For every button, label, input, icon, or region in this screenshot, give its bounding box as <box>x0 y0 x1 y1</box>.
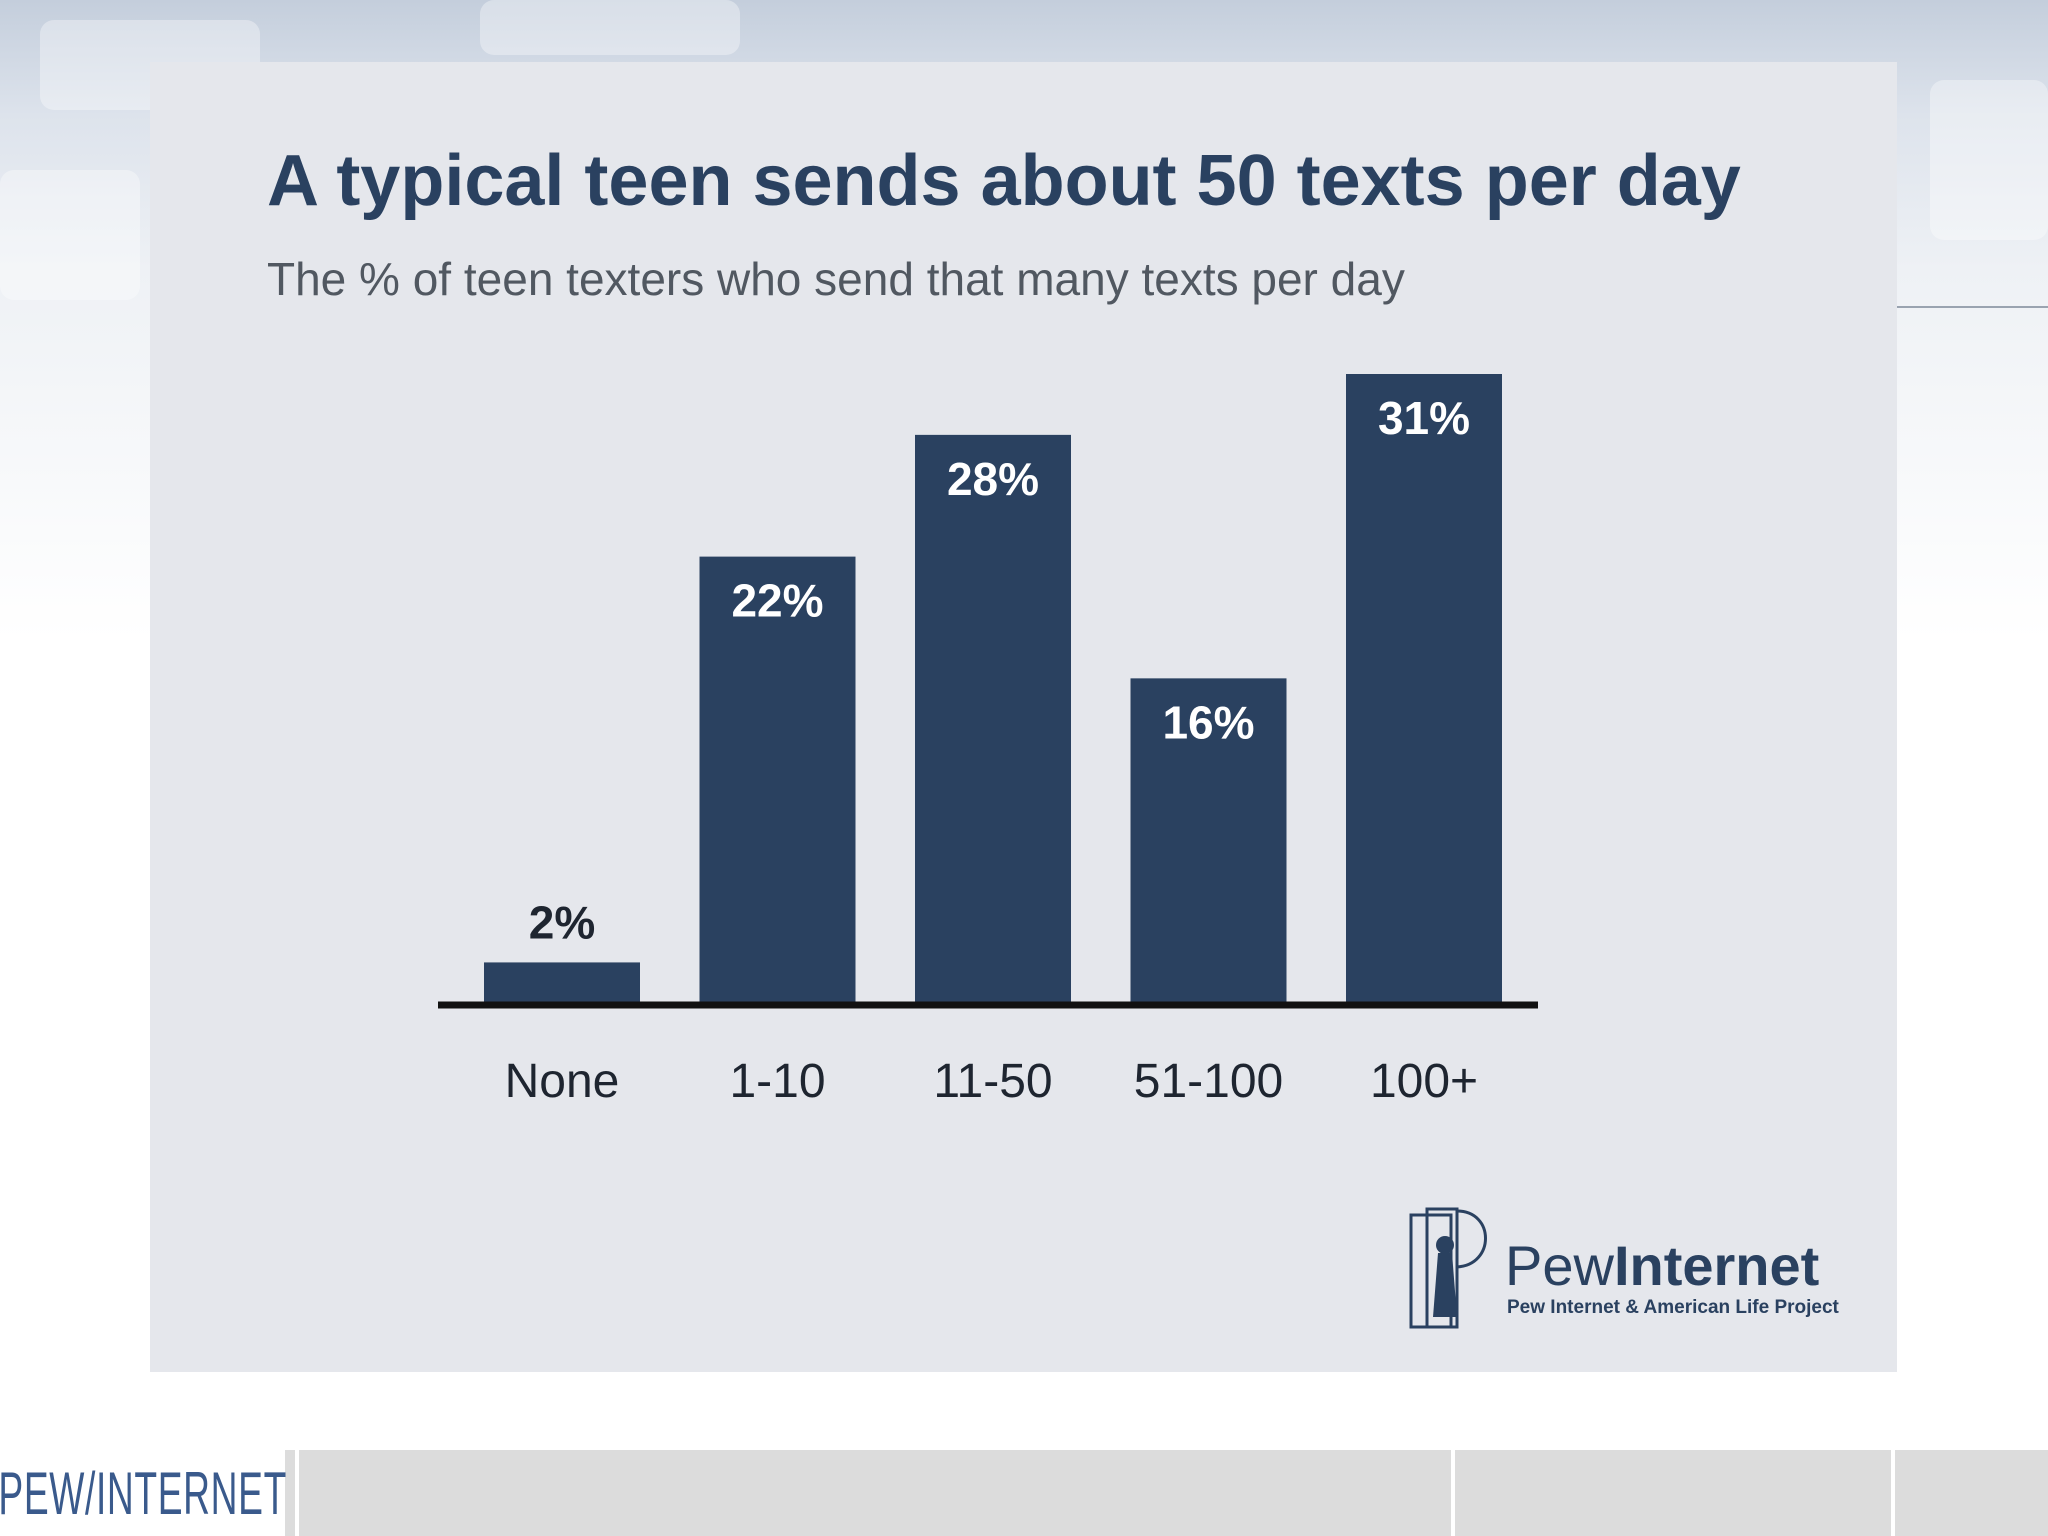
tick-label: 100+ <box>1370 1055 1478 1108</box>
bar <box>484 962 640 1003</box>
data-label: 16% <box>1162 696 1254 748</box>
keyhole-door-icon <box>1409 1207 1487 1329</box>
footer-brand: PEW/INTERNET <box>0 1450 287 1536</box>
bg-key-shape <box>0 170 140 300</box>
tick-label: None <box>505 1055 620 1108</box>
logo-name-light: Pew <box>1505 1234 1614 1297</box>
footer-divider <box>1451 1450 1455 1536</box>
data-label: 22% <box>731 575 823 627</box>
tick-label: 51-100 <box>1134 1055 1283 1108</box>
data-label: 31% <box>1378 392 1470 444</box>
chart-title: A typical teen sends about 50 texts per … <box>267 141 1741 221</box>
chart-subtitle: The % of teen texters who send that many… <box>267 253 1405 305</box>
data-label: 2% <box>529 896 595 948</box>
bar <box>1346 374 1502 1003</box>
pew-internet-logo: PewInternet Pew Internet & American Life… <box>1405 1205 1839 1335</box>
logo-tagline: Pew Internet & American Life Project <box>1507 1297 1839 1318</box>
decorative-line <box>1897 306 2048 308</box>
logo-name-bold: Internet <box>1613 1234 1820 1297</box>
bar <box>915 434 1071 1003</box>
data-label: 28% <box>947 453 1039 505</box>
bg-key-shape <box>1930 80 2048 240</box>
bar <box>1130 678 1287 1003</box>
tick-label: 11-50 <box>933 1055 1052 1108</box>
footer-divider <box>295 1450 299 1536</box>
logo-name: PewInternet <box>1505 1233 1819 1298</box>
footer-brand-text: PEW/INTERNET <box>0 1459 287 1527</box>
footer-bar <box>0 1450 2048 1536</box>
footer-divider <box>1891 1450 1895 1536</box>
bg-key-shape <box>480 0 740 55</box>
bar <box>699 556 856 1003</box>
tick-label: 1-10 <box>729 1055 825 1108</box>
